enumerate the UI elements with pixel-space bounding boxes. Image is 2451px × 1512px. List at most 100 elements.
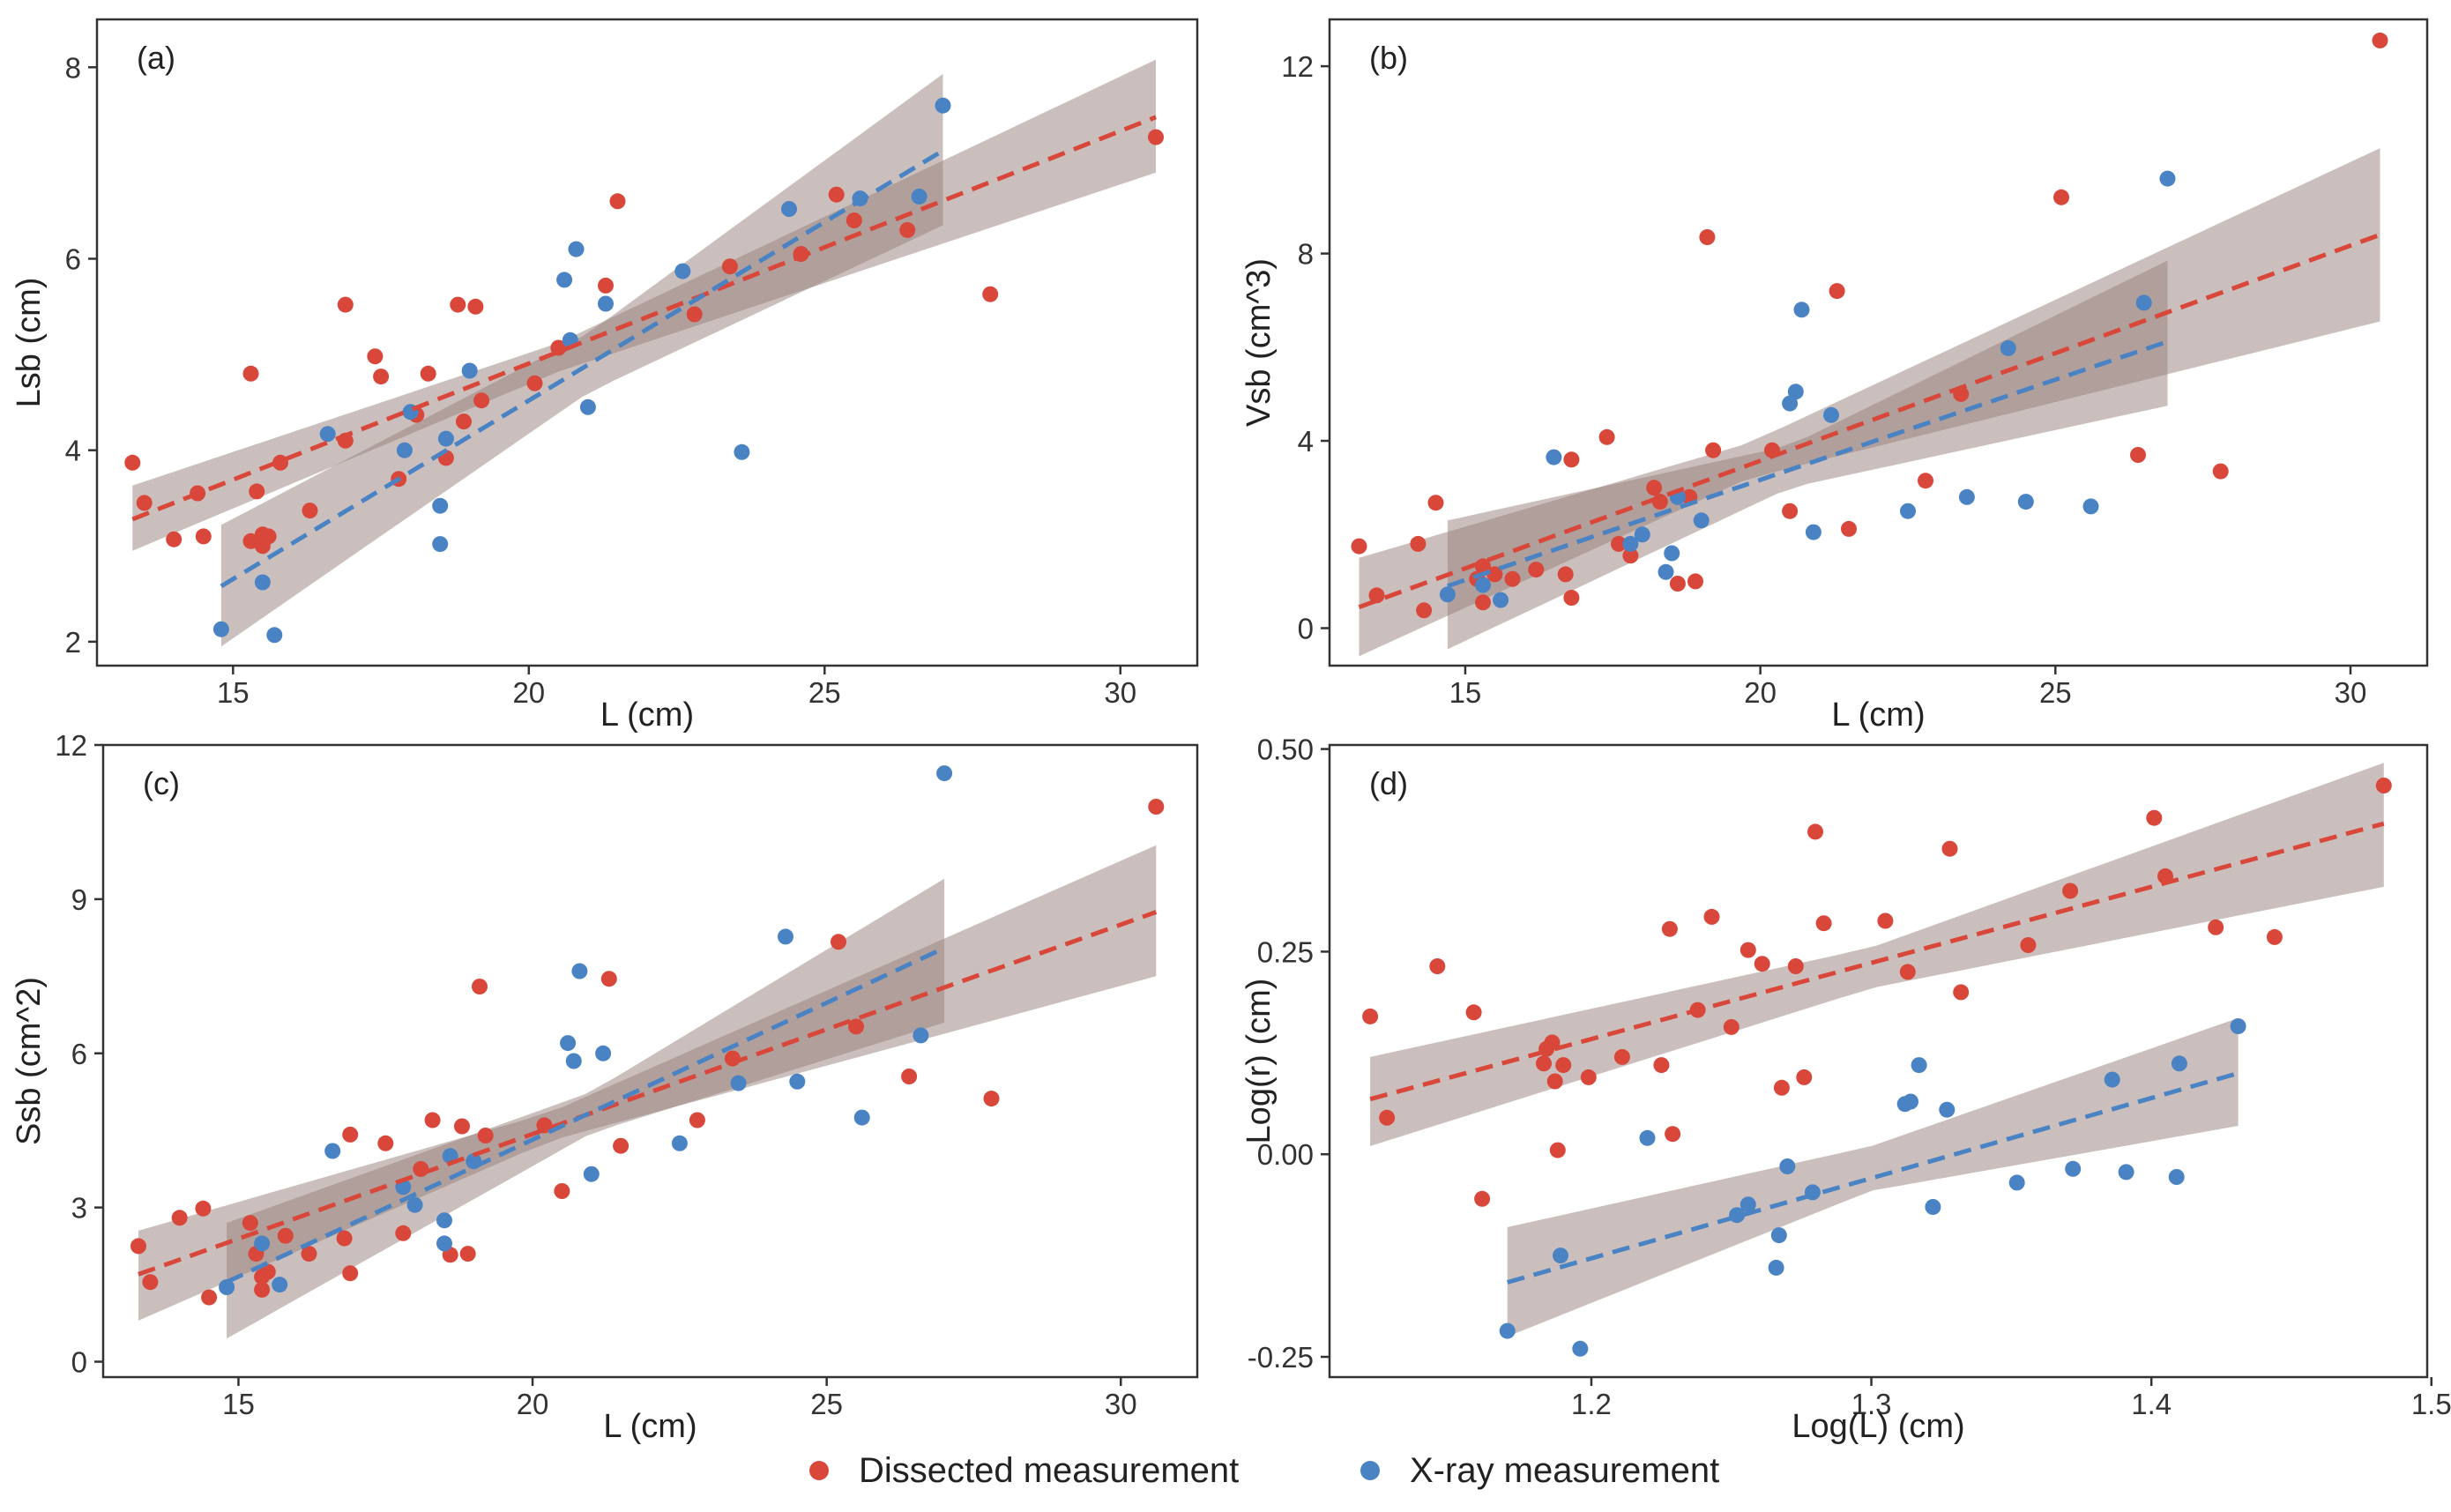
x-axis-title: L (cm) <box>603 1408 697 1445</box>
panel-label: (b) <box>1369 40 1408 76</box>
x-tick-label: 1.2 <box>1571 1388 1612 1420</box>
data-point-dissected <box>1723 1018 1740 1035</box>
data-point-xray <box>568 241 585 257</box>
fit-line-xray <box>220 148 944 589</box>
data-point-dissected <box>1379 1109 1396 1126</box>
data-point-dissected <box>2208 919 2224 935</box>
y-tick-label: 6 <box>65 242 81 275</box>
data-point-dissected <box>472 979 488 994</box>
data-point-xray <box>2168 1169 2185 1185</box>
data-point-dissected <box>166 531 183 547</box>
legend-item-dissected: Dissected measurement <box>809 1451 1239 1490</box>
data-point-xray <box>936 765 953 782</box>
data-point-dissected <box>373 369 390 385</box>
data-point-xray <box>2065 1160 2082 1177</box>
data-point-dissected <box>1646 480 1663 496</box>
data-point-xray <box>1439 586 1456 603</box>
data-point-xray <box>671 1135 688 1151</box>
data-point-dissected <box>1474 1190 1491 1207</box>
y-axis-title: Vsb (cm^3) <box>1240 258 1278 427</box>
data-point-dissected <box>1829 283 1845 300</box>
data-point-dissected <box>1687 573 1703 590</box>
x-axis-title: L (cm) <box>1831 696 1925 734</box>
data-point-dissected <box>450 296 466 313</box>
y-tick-label: 8 <box>65 51 81 84</box>
data-point-dissected <box>828 186 845 203</box>
data-point-xray <box>324 1143 341 1159</box>
data-point-dissected <box>1740 942 1756 958</box>
data-point-dissected <box>600 971 617 987</box>
data-point-xray <box>1805 524 1821 540</box>
panel-label: (d) <box>1369 765 1408 801</box>
data-point-xray <box>595 1045 612 1061</box>
data-point-dissected <box>413 1160 429 1177</box>
data-point-dissected <box>201 1289 218 1306</box>
data-point-xray <box>2017 494 2034 510</box>
data-point-dissected <box>1941 840 1958 857</box>
data-point-dissected <box>982 286 999 302</box>
data-point-dissected <box>1782 503 1799 519</box>
x-tick-label: 15 <box>217 676 250 709</box>
data-point-dissected <box>846 212 862 228</box>
data-point-xray <box>674 263 691 279</box>
data-point-dissected <box>124 454 141 471</box>
data-point-dissected <box>1598 428 1615 445</box>
data-point-dissected <box>554 1183 570 1199</box>
y-tick-label: 12 <box>55 729 87 762</box>
data-point-dissected <box>721 258 738 275</box>
data-point-dissected <box>136 495 153 511</box>
x-tick-label: 25 <box>810 1388 843 1420</box>
data-point-xray <box>437 430 454 447</box>
data-point-dissected <box>1368 587 1385 604</box>
data-point-dissected <box>1754 956 1770 972</box>
data-point-dissected <box>1796 1069 1813 1085</box>
data-point-dissected <box>1703 908 1720 925</box>
data-point-dissected <box>337 296 354 313</box>
plot-frame <box>1328 18 2429 667</box>
data-point-xray <box>1939 1101 1956 1118</box>
data-point-dissected <box>899 221 916 238</box>
data-point-xray <box>396 442 413 458</box>
panel-b: 15 20 25 30 0 4 8 12 L (cm) Vsb (cm^3) (b) <box>1240 18 2429 734</box>
data-point-dissected <box>142 1274 159 1291</box>
data-point-dissected <box>367 348 384 365</box>
x-axis-title: Log(L) (cm) <box>1792 1408 1964 1445</box>
data-point-dissected <box>272 454 288 471</box>
fit-line-dissected <box>131 115 1157 522</box>
data-point-xray <box>254 574 271 591</box>
data-point-dissected <box>1427 495 1444 511</box>
data-point-dissected <box>1549 1142 1566 1158</box>
data-point-xray <box>406 1196 423 1213</box>
data-point-dissected <box>1546 1073 1563 1090</box>
y-tick-label: 3 <box>71 1192 87 1225</box>
y-tick-label: 0 <box>71 1346 87 1379</box>
data-point-dissected <box>2375 778 2392 793</box>
x-tick-label: 30 <box>2335 676 2367 709</box>
data-point-dissected <box>195 1200 212 1217</box>
data-point-dissected <box>609 193 626 210</box>
legend-label-dissected: Dissected measurement <box>859 1450 1240 1490</box>
data-point-xray <box>319 426 336 443</box>
data-point-xray <box>1779 1158 1796 1174</box>
y-tick-label: 2 <box>65 626 81 659</box>
data-point-dissected <box>1563 590 1580 606</box>
data-point-xray <box>432 497 449 514</box>
data-point-dissected <box>2062 883 2079 899</box>
y-tick-label: 0.50 <box>1257 734 1314 766</box>
legend-label-xray: X-ray measurement <box>1410 1450 1720 1490</box>
data-point-dissected <box>454 1118 470 1135</box>
data-point-xray <box>1958 488 1975 505</box>
data-point-dissected <box>420 365 436 382</box>
data-point-xray <box>2082 498 2099 515</box>
data-point-dissected <box>2266 928 2283 945</box>
data-point-xray <box>1911 1057 1927 1074</box>
data-point-xray <box>579 398 596 415</box>
data-point-xray <box>219 1279 235 1295</box>
data-point-dissected <box>395 1225 412 1241</box>
data-point-xray <box>571 963 588 979</box>
plot-frame <box>101 743 1199 1379</box>
data-point-xray <box>436 1235 452 1252</box>
data-point-dissected <box>473 392 490 409</box>
data-point-dissected <box>1486 566 1503 583</box>
